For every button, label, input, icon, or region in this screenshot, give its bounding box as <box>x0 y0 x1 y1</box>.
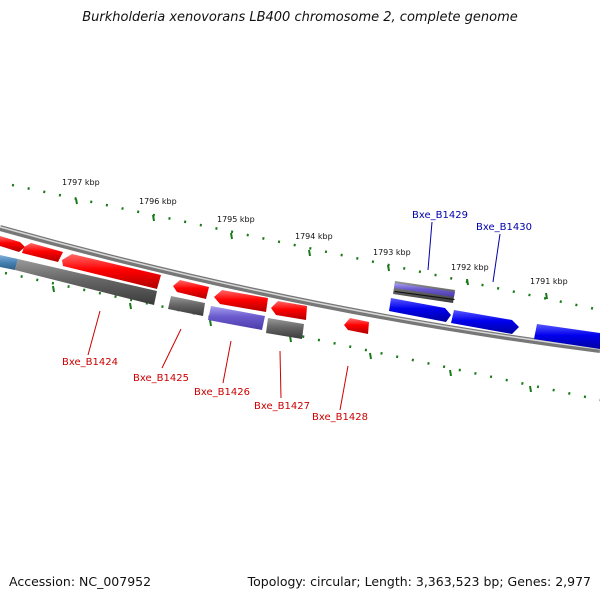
gene-label[interactable]: Bxe_B1425 <box>133 373 189 384</box>
gene-feature[interactable] <box>208 306 265 330</box>
backbone <box>0 225 600 353</box>
gene-feature[interactable] <box>168 296 205 316</box>
gene-label[interactable]: Bxe_B1427 <box>254 401 310 412</box>
tick-major <box>529 385 532 393</box>
scale-label: 1797 kbp <box>62 178 100 187</box>
scale-label: 1792 kbp <box>451 263 489 272</box>
tick-major <box>308 249 311 257</box>
scale-label: 1794 kbp <box>295 232 333 241</box>
tick-major <box>129 302 132 310</box>
gene-feature[interactable] <box>0 255 18 270</box>
gene-feature[interactable] <box>266 318 304 339</box>
tick-major <box>387 264 390 272</box>
cds-feature-forward[interactable] <box>534 324 600 349</box>
cds-feature[interactable] <box>344 318 369 334</box>
cds-feature[interactable] <box>214 290 268 312</box>
feature-ring-genes <box>0 255 455 339</box>
outer-scale-ticks <box>11 183 600 312</box>
label-leaders <box>87 221 501 411</box>
gene-label[interactable]: Bxe_B1426 <box>194 387 250 398</box>
tick-major <box>52 285 55 293</box>
genome-summary-text: Topology: circular; Length: 3,363,523 bp… <box>247 574 591 589</box>
scale-label: 1796 kbp <box>139 197 177 206</box>
cds-feature-forward[interactable] <box>389 298 451 322</box>
tick-major <box>545 292 548 300</box>
tick-major <box>369 352 372 360</box>
accession-text: Accession: NC_007952 <box>9 574 152 589</box>
feature-ring-cds <box>0 236 600 349</box>
scale-label: 1791 kbp <box>530 277 568 286</box>
gene-label[interactable]: Bxe_B1429 <box>412 210 468 221</box>
gene-feature[interactable] <box>15 259 157 305</box>
cds-feature[interactable] <box>62 254 161 289</box>
tick-major <box>75 198 78 205</box>
cds-feature[interactable] <box>22 243 63 262</box>
tick-major <box>230 232 233 240</box>
scale-labels: 1797 kbp 1796 kbp 1795 kbp 1794 kbp 1793… <box>62 178 568 286</box>
scale-label: 1795 kbp <box>217 215 255 224</box>
gene-label[interactable]: Bxe_B1424 <box>62 357 118 368</box>
cds-feature[interactable] <box>173 280 209 299</box>
gene-feature[interactable] <box>394 283 455 297</box>
map-title: Burkholderia xenovorans LB400 chromosome… <box>82 10 518 25</box>
cds-feature[interactable] <box>271 301 307 320</box>
inner-scale-ticks <box>4 271 600 402</box>
tick-major <box>449 369 452 377</box>
tick-major <box>152 214 155 222</box>
cds-feature-forward[interactable] <box>451 310 519 334</box>
gene-labels: Bxe_B1429 Bxe_B1430 Bxe_B1424 Bxe_B1425 … <box>62 210 532 423</box>
gene-feature[interactable] <box>394 291 455 300</box>
scale-label: 1793 kbp <box>373 248 411 257</box>
gene-label[interactable]: Bxe_B1428 <box>312 412 368 423</box>
cds-feature[interactable] <box>0 236 25 252</box>
gene-label[interactable]: Bxe_B1430 <box>476 222 532 233</box>
tick-major <box>209 319 212 327</box>
tick-major <box>466 278 469 286</box>
